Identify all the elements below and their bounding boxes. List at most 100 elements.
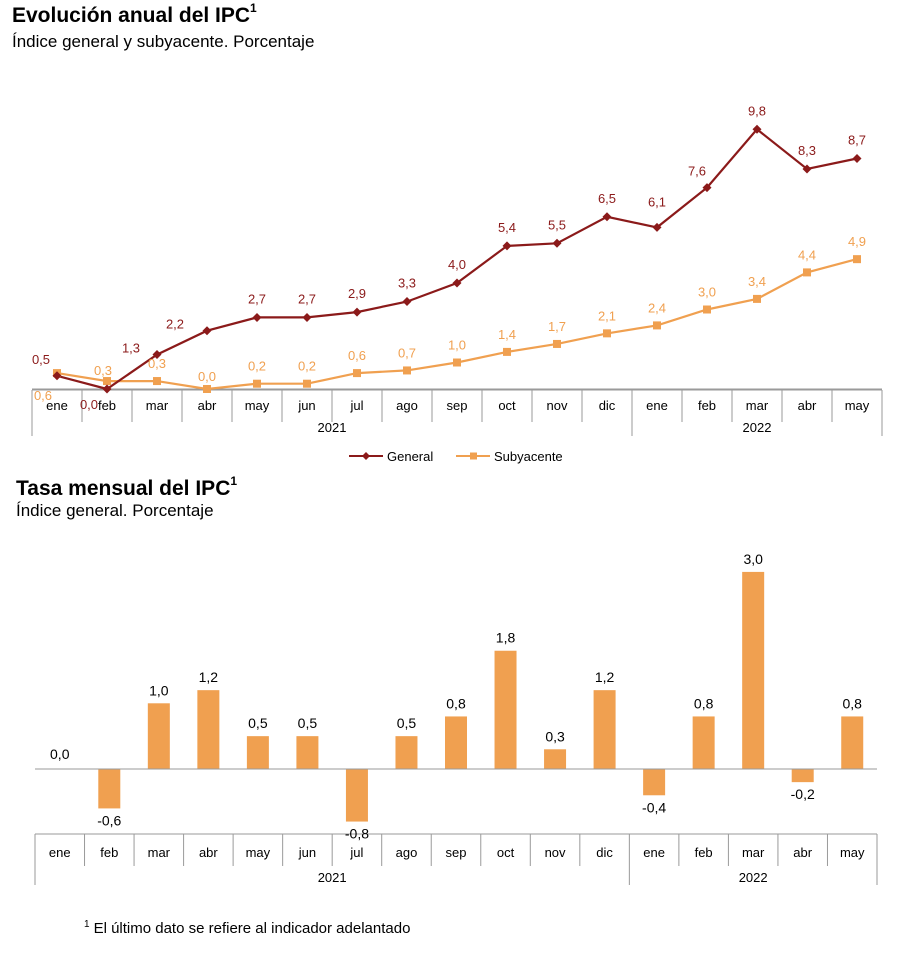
monthly-data-label: 3,0 bbox=[743, 551, 763, 567]
monthly-month-label: jun bbox=[298, 845, 316, 860]
monthly-bar bbox=[296, 736, 319, 769]
monthly-year-label: 2021 bbox=[318, 870, 347, 885]
monthly-month-label: abr bbox=[199, 845, 218, 860]
monthly-month-label: mar bbox=[742, 845, 765, 860]
general-data-label: 2,7 bbox=[298, 291, 316, 306]
subyacente-data-label: 3,0 bbox=[698, 285, 716, 300]
general-data-label: 2,9 bbox=[348, 286, 366, 301]
annual-month-label: ago bbox=[396, 398, 418, 413]
annual-title-footnote-mark: 1 bbox=[250, 1, 257, 15]
subyacente-point bbox=[603, 329, 611, 338]
monthly-chart-title: Tasa mensual del IPC1 bbox=[16, 474, 238, 501]
annual-month-label: sep bbox=[447, 398, 468, 413]
annual-month-label: mar bbox=[746, 398, 769, 413]
general-point bbox=[602, 212, 612, 222]
general-point bbox=[252, 312, 262, 322]
monthly-data-label: 0,8 bbox=[694, 695, 714, 711]
annual-month-label: feb bbox=[698, 398, 716, 413]
monthly-month-label: ene bbox=[643, 845, 665, 860]
monthly-data-label: 1,2 bbox=[199, 669, 219, 685]
subyacente-point bbox=[753, 294, 761, 303]
subyacente-data-label: 0,2 bbox=[298, 359, 316, 374]
monthly-data-label: -0,2 bbox=[791, 786, 815, 802]
annual-month-label: jul bbox=[349, 398, 363, 413]
annual-year-label: 2022 bbox=[743, 420, 772, 435]
legend-general-label: General bbox=[387, 449, 433, 464]
subyacente-point bbox=[253, 379, 261, 388]
monthly-data-label: 0,8 bbox=[446, 695, 466, 711]
general-data-label: 8,3 bbox=[798, 143, 816, 158]
monthly-year-label: 2022 bbox=[739, 870, 768, 885]
annual-chart-subtitle: Índice general y subyacente. Porcentaje bbox=[12, 32, 315, 51]
annual-month-label: dic bbox=[599, 398, 616, 413]
monthly-month-label: ene bbox=[49, 845, 71, 860]
annual-month-label: ene bbox=[646, 398, 668, 413]
monthly-bar bbox=[742, 571, 765, 769]
legend-subyacente-label: Subyacente bbox=[494, 449, 563, 464]
subyacente-data-label: 1,0 bbox=[448, 338, 466, 353]
subyacente-point bbox=[353, 369, 361, 378]
general-point bbox=[352, 307, 362, 317]
annual-month-label: abr bbox=[798, 398, 817, 413]
general-point bbox=[752, 124, 762, 134]
monthly-bar bbox=[841, 716, 864, 769]
monthly-bar bbox=[445, 716, 467, 769]
monthly-data-label: 0,5 bbox=[248, 715, 268, 731]
subyacente-data-label: 0,6 bbox=[348, 348, 366, 363]
subyacente-point bbox=[403, 366, 411, 375]
legend-general-marker bbox=[362, 452, 370, 460]
subyacente-data-label: 1,4 bbox=[498, 327, 516, 342]
monthly-data-label: -0,4 bbox=[642, 799, 666, 815]
general-data-label: 0,0 bbox=[80, 397, 98, 412]
general-point bbox=[502, 241, 512, 251]
subyacente-point bbox=[703, 305, 711, 314]
general-data-label: 4,0 bbox=[448, 257, 466, 272]
footnote-mark: 1 bbox=[84, 919, 90, 930]
subyacente-data-label: 4,4 bbox=[798, 247, 816, 262]
monthly-month-label: feb bbox=[100, 845, 118, 860]
general-data-label: 6,5 bbox=[598, 191, 616, 206]
subyacente-data-label: 2,4 bbox=[648, 300, 666, 315]
general-data-label: 5,5 bbox=[548, 217, 566, 232]
subyacente-point bbox=[503, 347, 511, 356]
general-point bbox=[552, 238, 562, 248]
general-point bbox=[802, 164, 812, 174]
monthly-bar bbox=[643, 769, 666, 796]
subyacente-data-label: 0,3 bbox=[94, 363, 112, 378]
general-data-label: 9,8 bbox=[748, 103, 766, 118]
monthly-title-footnote-mark: 1 bbox=[230, 474, 238, 488]
general-data-label: 1,3 bbox=[122, 341, 140, 356]
general-point bbox=[702, 183, 712, 193]
general-data-label: 3,3 bbox=[398, 276, 416, 291]
subyacente-data-label: 0,7 bbox=[398, 345, 416, 360]
subyacente-data-label: 0,2 bbox=[248, 359, 266, 374]
monthly-data-label: 1,2 bbox=[595, 669, 615, 685]
monthly-data-label: 1,0 bbox=[149, 682, 169, 698]
general-data-label: 5,4 bbox=[498, 220, 516, 235]
subyacente-point bbox=[653, 321, 661, 330]
annual-month-label: mar bbox=[146, 398, 169, 413]
footnote: 1 El último dato se refiere al indicador … bbox=[84, 919, 410, 938]
annual-month-label: jun bbox=[297, 398, 315, 413]
subyacente-data-label: 0,3 bbox=[148, 356, 166, 371]
monthly-bar bbox=[197, 690, 220, 769]
annual-month-label: feb bbox=[98, 398, 116, 413]
general-point bbox=[302, 312, 312, 322]
annual-month-label: abr bbox=[198, 398, 217, 413]
monthly-bar bbox=[147, 703, 170, 769]
general-data-label: 6,1 bbox=[648, 194, 666, 209]
monthly-chart-subtitle: Índice general. Porcentaje bbox=[16, 501, 214, 520]
monthly-month-label: sep bbox=[446, 845, 467, 860]
monthly-month-label: may bbox=[840, 845, 865, 860]
general-data-label: 7,6 bbox=[688, 164, 706, 179]
legend-subyacente-marker bbox=[470, 452, 477, 460]
annual-month-label: ene bbox=[46, 398, 68, 413]
monthly-month-label: feb bbox=[695, 845, 713, 860]
monthly-bar bbox=[544, 749, 567, 769]
annual-month-label: nov bbox=[547, 398, 568, 413]
monthly-data-label: 0,8 bbox=[843, 695, 863, 711]
annual-month-label: may bbox=[845, 398, 870, 413]
general-point bbox=[52, 371, 62, 381]
general-data-label: 0,5 bbox=[32, 352, 50, 367]
